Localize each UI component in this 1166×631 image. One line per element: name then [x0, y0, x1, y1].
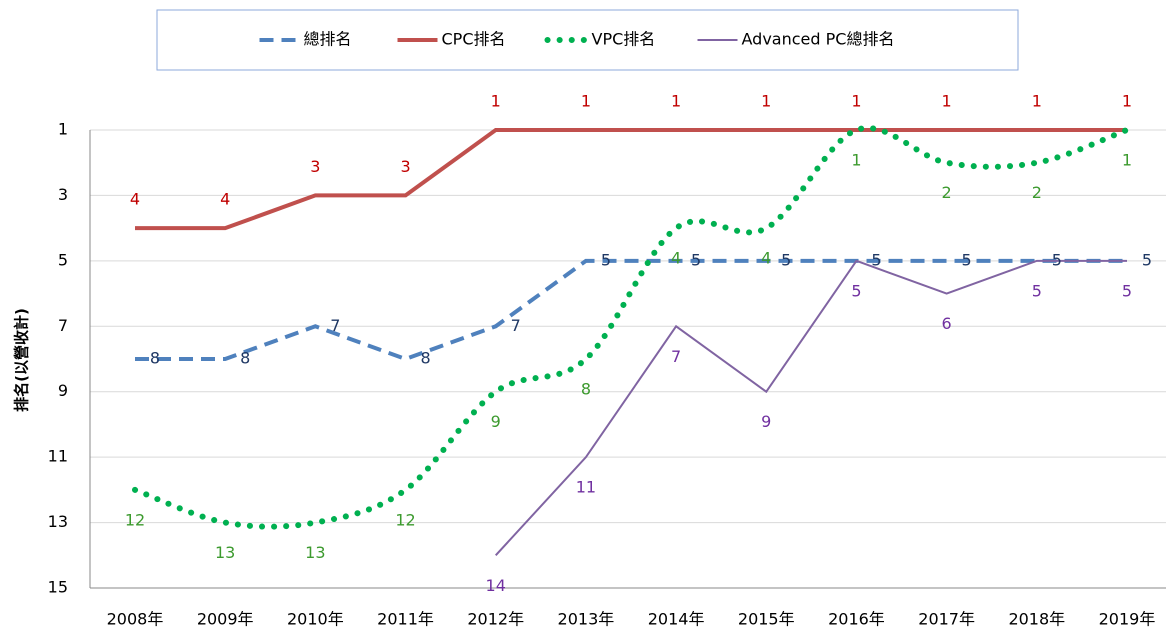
legend-label: CPC排名 [442, 30, 506, 49]
data-label: 6 [942, 314, 952, 333]
data-label: 5 [962, 250, 972, 269]
data-label: 1 [581, 92, 591, 111]
data-label: 12 [395, 510, 415, 529]
data-label: 5 [1032, 281, 1042, 300]
legend-label: VPC排名 [592, 30, 656, 49]
data-label: 7 [330, 316, 340, 335]
legend-label: 總排名 [304, 30, 352, 49]
data-label: 1 [761, 92, 771, 111]
series-line [135, 258, 1127, 362]
data-label: 4 [130, 190, 140, 209]
data-label: 4 [220, 190, 230, 209]
data-label: 1 [942, 92, 952, 111]
x-tick-label: 2011年 [377, 610, 434, 629]
data-label: 2 [1032, 183, 1042, 202]
series-line [132, 125, 1130, 530]
data-label: 13 [215, 543, 235, 562]
legend-label: Advanced PC總排名 [742, 30, 895, 49]
data-label: 3 [400, 157, 410, 176]
data-label: 5 [691, 250, 701, 269]
data-label: 8 [240, 349, 250, 368]
data-label: 8 [420, 349, 430, 368]
data-label: 12 [125, 510, 145, 529]
x-tick-label: 2013年 [558, 610, 615, 629]
series-line [135, 128, 1127, 231]
data-label: 1 [1122, 92, 1132, 111]
data-label: 1 [491, 92, 501, 111]
x-tick-label: 2018年 [1008, 610, 1065, 629]
data-label: 5 [871, 250, 881, 269]
legend-box [156, 9, 1019, 71]
x-tick-label: 2009年 [197, 610, 254, 629]
data-label: 3 [310, 157, 320, 176]
data-label: 5 [1122, 281, 1132, 300]
y-tick-label: 13 [48, 512, 68, 531]
data-label: 11 [576, 478, 596, 497]
data-label: 14 [486, 576, 506, 595]
data-label: 5 [1142, 250, 1152, 269]
data-label: 7 [511, 316, 521, 335]
y-tick-label: 7 [58, 316, 68, 335]
series-line [494, 259, 1127, 556]
data-label: 2 [942, 183, 952, 202]
data-label: 8 [581, 380, 591, 399]
y-tick-label: 15 [48, 578, 68, 597]
x-tick-label: 2012年 [467, 610, 524, 629]
x-tick-label: 2017年 [918, 610, 975, 629]
data-label: 5 [1052, 250, 1062, 269]
x-tick-label: 2016年 [828, 610, 885, 629]
data-label: 1 [671, 92, 681, 111]
x-tick-label: 2014年 [648, 610, 705, 629]
y-tick-label: 11 [48, 447, 68, 466]
y-tick-label: 9 [58, 381, 68, 400]
data-label: 9 [491, 412, 501, 431]
data-label: 9 [761, 412, 771, 431]
data-label: 4 [761, 249, 771, 268]
x-tick-label: 2015年 [738, 610, 795, 629]
x-tick-label: 2010年 [287, 610, 344, 629]
data-label: 7 [671, 347, 681, 366]
data-label: 1 [1122, 151, 1132, 170]
data-label: 13 [305, 543, 325, 562]
y-tick-label: 1 [58, 120, 68, 139]
y-axis-label: 排名(以營收計) [13, 308, 31, 412]
x-tick-label: 2019年 [1099, 610, 1156, 629]
data-label: 5 [851, 281, 861, 300]
data-label: 1 [851, 151, 861, 170]
y-tick-label: 3 [58, 185, 68, 204]
x-tick-label: 2008年 [107, 610, 164, 629]
data-label: 4 [671, 249, 681, 268]
y-tick-label: 5 [58, 250, 68, 269]
data-label: 1 [1032, 92, 1042, 111]
data-label: 8 [150, 349, 160, 368]
data-label: 5 [601, 250, 611, 269]
data-label: 1 [851, 92, 861, 111]
data-label: 5 [781, 250, 791, 269]
